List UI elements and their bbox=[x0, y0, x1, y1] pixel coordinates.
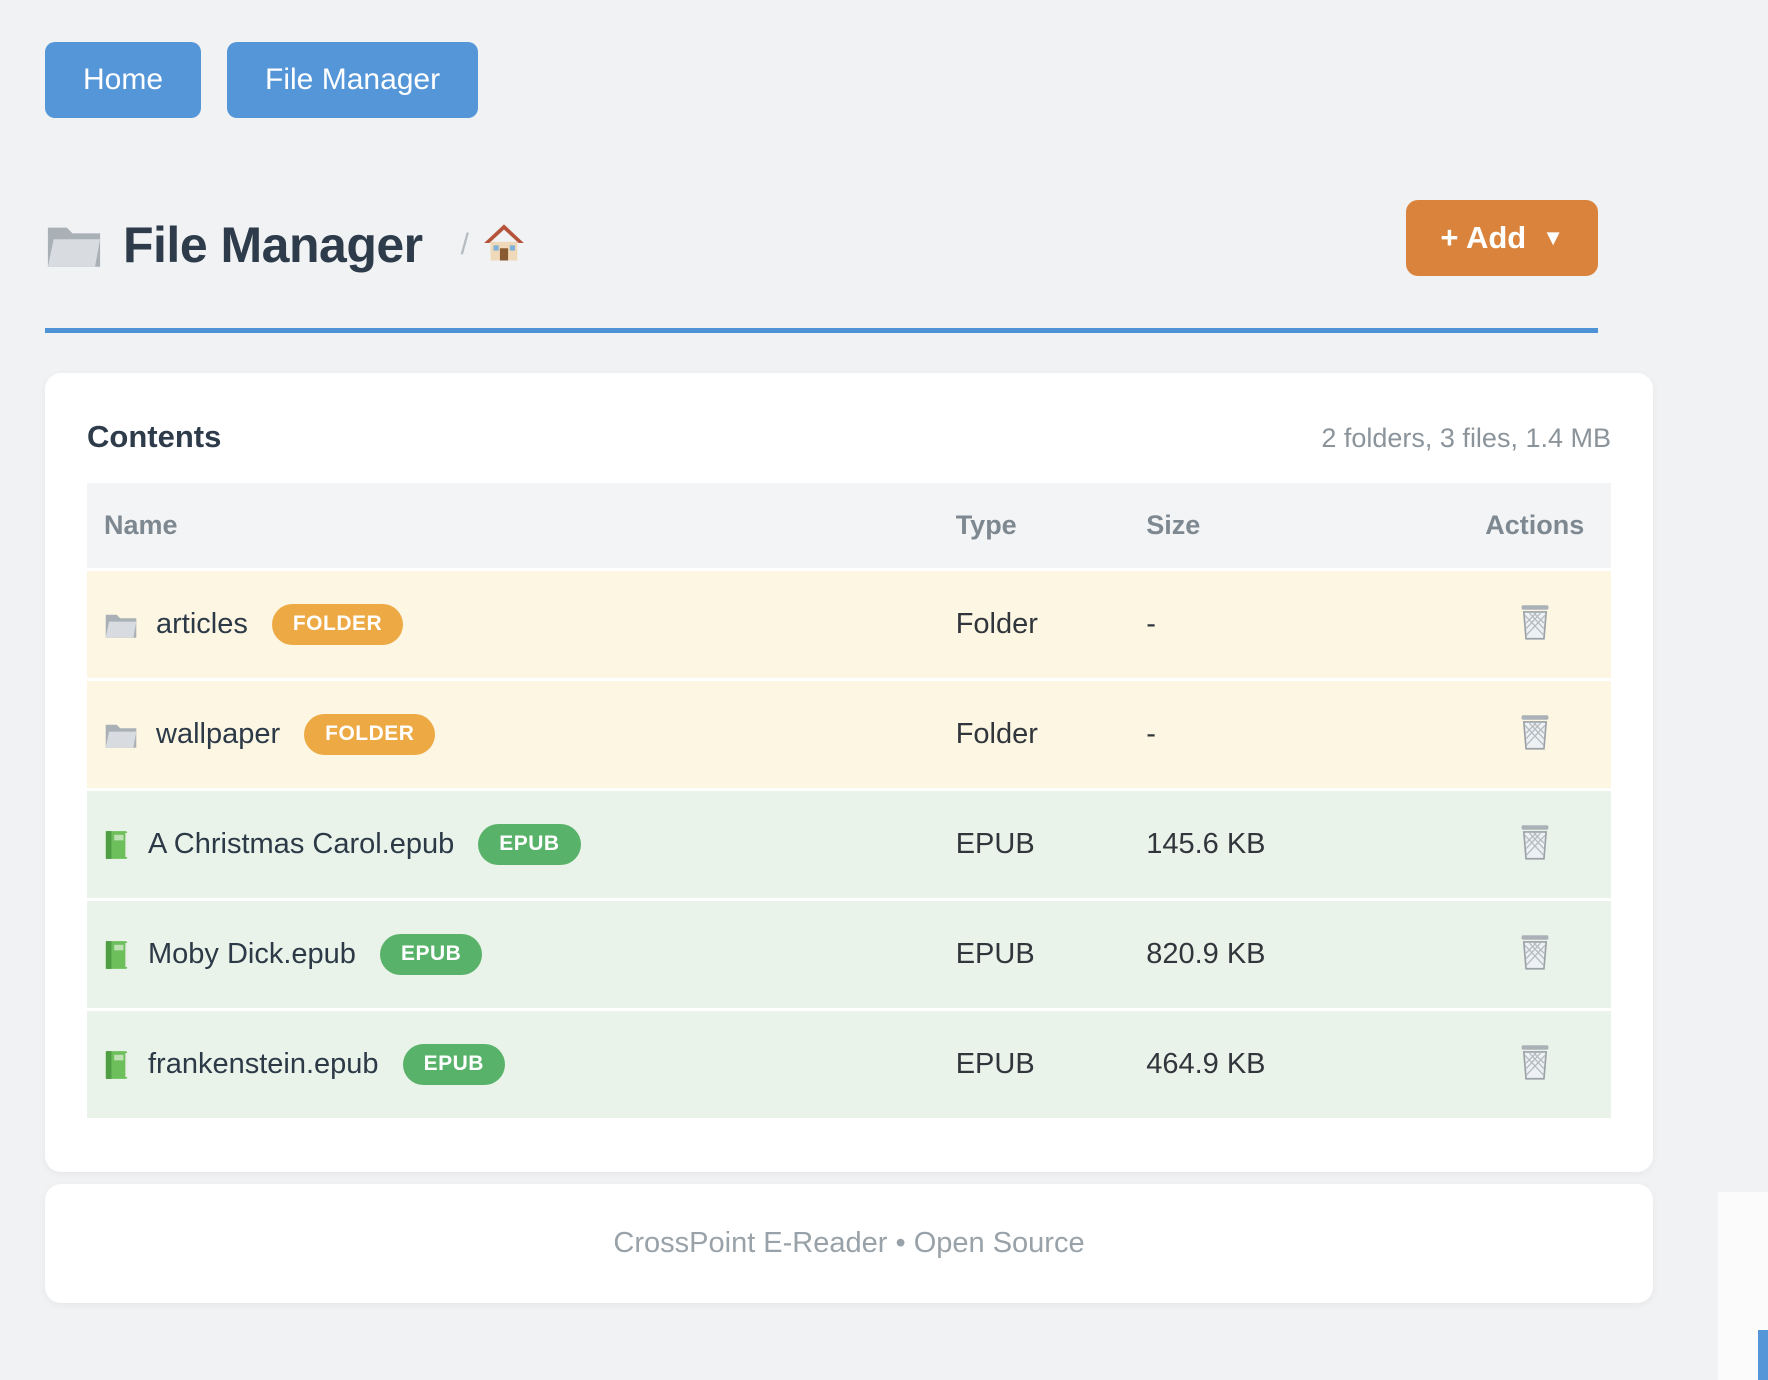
table-row-articles: articles FOLDER Folder - bbox=[87, 569, 1611, 680]
page-title: File Manager bbox=[123, 217, 423, 273]
file-manager-button[interactable]: File Manager bbox=[227, 42, 479, 118]
book-icon bbox=[104, 1049, 130, 1081]
column-header-type: Type bbox=[955, 483, 1147, 570]
file-name[interactable]: frankenstein.epub bbox=[148, 1048, 379, 1080]
caret-down-icon: ▼ bbox=[1542, 225, 1564, 250]
epub-badge: EPUB bbox=[379, 934, 483, 975]
book-icon bbox=[104, 939, 130, 971]
type-cell: Folder bbox=[955, 608, 1038, 640]
trash-icon bbox=[1518, 825, 1552, 864]
page-header: File Manager / + Add ▼ bbox=[45, 200, 1653, 284]
table-row-wallpaper: wallpaper FOLDER Folder - bbox=[87, 679, 1611, 790]
table-row-frankenstein: frankenstein.epub EPUB EPUB 464.9 KB bbox=[87, 1009, 1611, 1118]
delete-button[interactable] bbox=[1518, 713, 1552, 751]
breadcrumb-separator: / bbox=[460, 228, 469, 261]
type-cell: EPUB bbox=[955, 1048, 1035, 1080]
file-table: Name Type Size Actions bbox=[87, 483, 1611, 1118]
header-divider bbox=[45, 328, 1598, 333]
open-folder-icon bbox=[45, 221, 103, 269]
contents-card: Contents 2 folders, 3 files, 1.4 MB Name… bbox=[45, 373, 1653, 1172]
footer-text: CrossPoint E-Reader • Open Source bbox=[613, 1227, 1085, 1259]
breadcrumb: / bbox=[461, 223, 525, 268]
epub-badge: EPUB bbox=[402, 1044, 505, 1085]
type-cell: EPUB bbox=[955, 828, 1035, 860]
delete-button[interactable] bbox=[1518, 933, 1552, 971]
trash-icon bbox=[1518, 935, 1552, 974]
size-cell: - bbox=[1146, 718, 1156, 750]
trash-icon bbox=[1518, 1045, 1552, 1084]
delete-button[interactable] bbox=[1518, 1043, 1552, 1081]
table-row-christmas-carol: A Christmas Carol.epub EPUB EPUB 145.6 K… bbox=[87, 789, 1611, 900]
scrollbar-thumb[interactable] bbox=[1758, 1330, 1768, 1380]
size-cell: - bbox=[1146, 608, 1156, 640]
size-cell: 464.9 KB bbox=[1146, 1048, 1266, 1080]
column-header-size: Size bbox=[1146, 483, 1459, 570]
folder-badge: FOLDER bbox=[271, 604, 404, 645]
top-nav: Home File Manager bbox=[45, 42, 1653, 118]
delete-button[interactable] bbox=[1518, 603, 1552, 641]
footer: CrossPoint E-Reader • Open Source bbox=[45, 1184, 1653, 1303]
home-icon[interactable] bbox=[483, 223, 525, 268]
delete-button[interactable] bbox=[1518, 823, 1552, 861]
trash-icon bbox=[1518, 715, 1552, 754]
epub-badge: EPUB bbox=[478, 824, 581, 865]
page-container: Home File Manager File Manager / bbox=[45, 0, 1653, 1303]
card-title: Contents bbox=[87, 419, 222, 454]
add-button-label: + Add bbox=[1440, 220, 1527, 255]
home-button[interactable]: Home bbox=[45, 42, 202, 118]
table-row-moby-dick: Moby Dick.epub EPUB EPUB 820.9 KB bbox=[87, 899, 1611, 1010]
column-header-actions: Actions bbox=[1458, 483, 1611, 570]
book-icon bbox=[104, 829, 130, 861]
table-header-row: Name Type Size Actions bbox=[87, 483, 1611, 570]
file-name[interactable]: wallpaper bbox=[156, 718, 281, 750]
trash-icon bbox=[1518, 605, 1552, 644]
column-header-name: Name bbox=[87, 483, 956, 570]
folder-icon bbox=[104, 721, 138, 749]
type-cell: Folder bbox=[955, 718, 1038, 750]
type-cell: EPUB bbox=[955, 938, 1035, 970]
file-name[interactable]: A Christmas Carol.epub bbox=[148, 828, 455, 860]
file-name[interactable]: Moby Dick.epub bbox=[148, 938, 356, 970]
size-cell: 145.6 KB bbox=[1146, 828, 1266, 860]
folder-icon bbox=[104, 611, 138, 639]
contents-summary: 2 folders, 3 files, 1.4 MB bbox=[1321, 423, 1611, 453]
file-name[interactable]: articles bbox=[156, 608, 248, 640]
size-cell: 820.9 KB bbox=[1146, 938, 1266, 970]
add-button[interactable]: + Add ▼ bbox=[1406, 200, 1598, 276]
folder-badge: FOLDER bbox=[304, 714, 436, 755]
